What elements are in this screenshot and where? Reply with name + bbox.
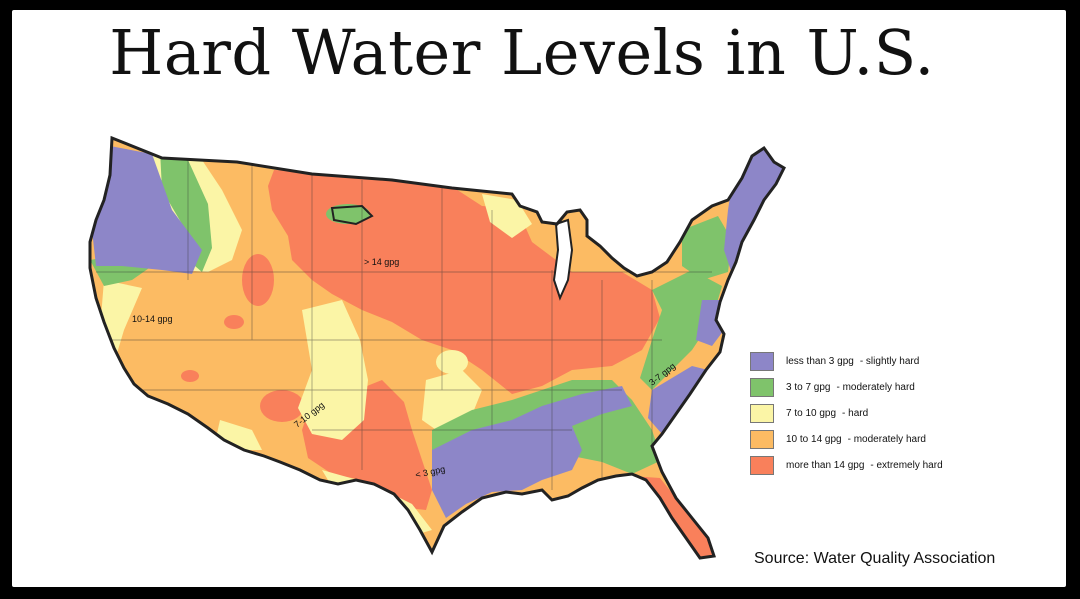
us-hardness-map: > 14 gpg 10-14 gpg 7-10 gpg < 3 gpg 3-7 … bbox=[88, 136, 786, 560]
page-title: Hard Water Levels in U.S. bbox=[109, 16, 935, 89]
legend-range: more than 14 gpg bbox=[786, 459, 865, 471]
lake-outline bbox=[330, 204, 374, 226]
legend-swatch bbox=[750, 377, 774, 397]
legend-swatch bbox=[750, 455, 774, 475]
zone-lt3-southeast bbox=[432, 386, 632, 518]
legend-item: 3 to 7 gpg - moderately hard bbox=[750, 374, 1030, 400]
legend-range: less than 3 gpg bbox=[786, 355, 854, 367]
legend-item: less than 3 gpg - slightly hard bbox=[750, 348, 1030, 374]
label-gt14: > 14 gpg bbox=[364, 257, 399, 267]
legend-item: more than 14 gpg - extremely hard bbox=[750, 452, 1030, 478]
legend: less than 3 gpg - slightly hard 3 to 7 g… bbox=[750, 348, 1030, 478]
legend-item: 10 to 14 gpg - moderately hard bbox=[750, 426, 1030, 452]
zone-gt14-spot-1 bbox=[224, 315, 244, 329]
legend-desc: - extremely hard bbox=[870, 459, 943, 471]
zone-gt14-idaho bbox=[242, 254, 274, 306]
legend-swatch bbox=[750, 403, 774, 423]
label-10-14: 10-14 gpg bbox=[132, 314, 173, 324]
zone-gt14-spot-2 bbox=[181, 370, 199, 382]
legend-swatch bbox=[750, 351, 774, 371]
source-credit: Source: Water Quality Association bbox=[754, 550, 996, 567]
map-canvas: Hard Water Levels in U.S. bbox=[12, 10, 1066, 587]
zone-lt3-pacific-northwest bbox=[92, 146, 202, 274]
zone-lt3-new-england bbox=[724, 148, 784, 274]
zone-gt14-arizona bbox=[260, 390, 304, 422]
legend-desc: - slightly hard bbox=[859, 355, 920, 367]
zone-gt14-plains bbox=[268, 170, 660, 394]
state-borders bbox=[96, 160, 712, 490]
zone-3-7-northwest bbox=[160, 150, 212, 272]
lake-michigan bbox=[552, 218, 574, 301]
legend-item: 7 to 10 gpg - hard bbox=[750, 400, 1030, 426]
legend-desc: - moderately hard bbox=[836, 381, 915, 393]
legend-desc: - moderately hard bbox=[847, 433, 926, 445]
zone-3-7-lake bbox=[326, 204, 370, 224]
legend-range: 7 to 10 gpg bbox=[786, 407, 837, 419]
zone-7-10-spot bbox=[436, 350, 468, 374]
legend-desc: - hard bbox=[842, 407, 869, 419]
zone-3-7-northeast bbox=[682, 216, 732, 280]
legend-range: 10 to 14 gpg bbox=[786, 433, 842, 445]
zone-7-10-southwest bbox=[298, 300, 368, 440]
legend-swatch bbox=[750, 429, 774, 449]
zone-3-7-appalachia bbox=[640, 270, 722, 390]
legend-range: 3 to 7 gpg bbox=[786, 381, 831, 393]
